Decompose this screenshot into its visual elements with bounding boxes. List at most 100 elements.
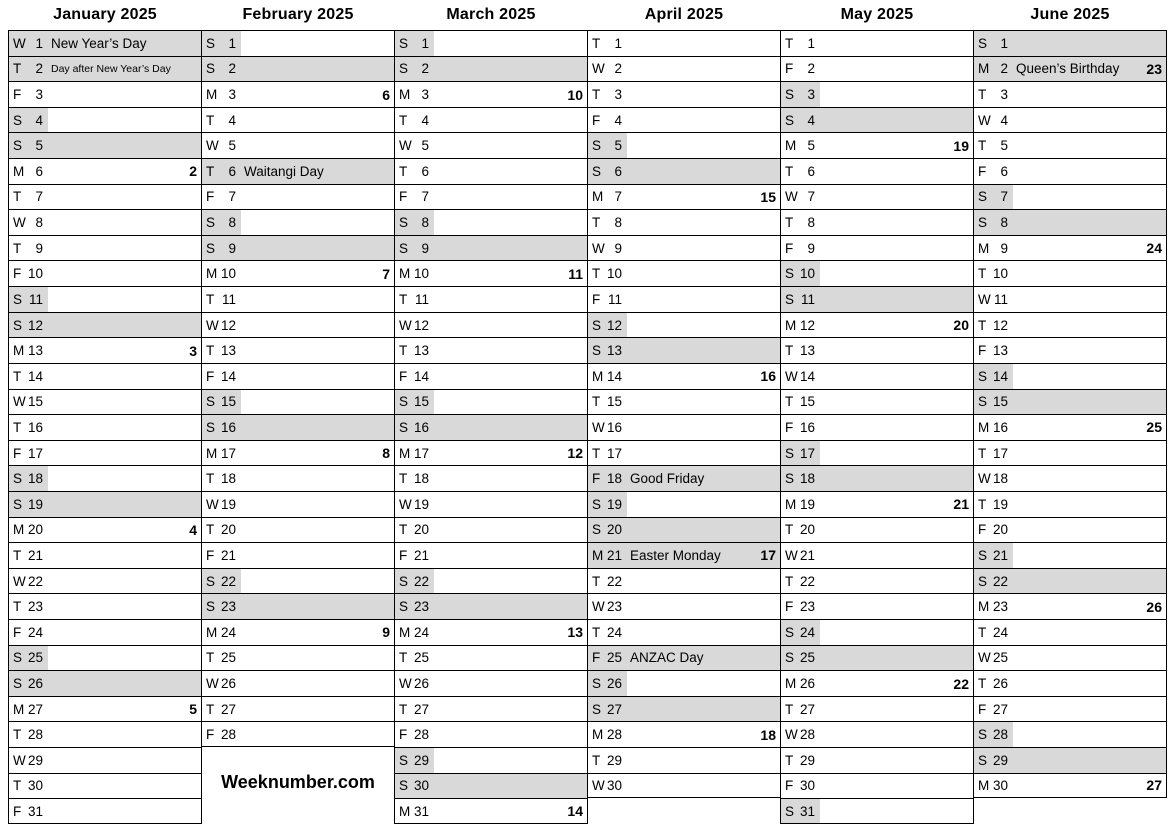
weekday-letter: M	[206, 445, 218, 461]
month-column-january: January 2025 W 1 New Year’s Day T 2 Day after …	[8, 0, 202, 824]
day-row: S 15	[394, 388, 588, 415]
day-number: 15	[606, 394, 622, 410]
weekday-letter: T	[206, 343, 215, 359]
weekday-letter: S	[978, 368, 988, 384]
weekday-letter: F	[13, 266, 22, 282]
day-number: 25	[799, 650, 815, 666]
day-number: 23	[220, 599, 236, 615]
day-number: 11	[28, 291, 43, 307]
day-number: 5	[228, 138, 236, 154]
weekday-letter: M	[785, 138, 797, 154]
day-row: T 19	[973, 490, 1167, 517]
day-row: F 16	[780, 414, 974, 440]
week-number: 15	[760, 188, 776, 205]
day-row: T 26	[973, 670, 1167, 696]
weekday-letter: T	[13, 547, 22, 563]
day-number: 3	[35, 87, 43, 103]
day-number: 23	[27, 599, 43, 615]
day-number: 5	[807, 138, 815, 154]
day-row: F 28	[394, 721, 588, 748]
weekday-letter: S	[206, 599, 216, 615]
weekday-letter: S	[785, 291, 795, 307]
weekday-letter: F	[785, 419, 794, 435]
day-row: F 18 Good Friday	[587, 465, 781, 491]
weekday-letter: S	[206, 419, 216, 435]
weekday-letter: S	[592, 496, 602, 512]
day-number: 4	[614, 112, 622, 128]
weekday-letter: M	[592, 727, 604, 743]
day-row: W 18	[973, 465, 1167, 491]
day-number: 12	[413, 317, 429, 333]
week-number: 7	[382, 265, 390, 282]
weekday-letter: T	[13, 778, 22, 794]
holiday-label: Day after New Year’s Day	[51, 62, 171, 75]
weekday-letter: T	[785, 343, 794, 359]
day-number: 8	[807, 215, 815, 231]
weekday-letter: M	[592, 368, 604, 384]
weekday-letter: T	[785, 163, 794, 179]
day-row: F 24	[8, 619, 202, 645]
weekday-letter: W	[592, 240, 605, 256]
day-row: S 30	[394, 772, 588, 799]
day-row: W 12	[201, 311, 395, 338]
day-number: 9	[807, 240, 815, 256]
week-number: 20	[953, 317, 969, 333]
day-row: S 27	[587, 695, 781, 722]
day-row: W 28	[780, 721, 974, 748]
day-number: 13	[220, 343, 236, 359]
day-number: 29	[992, 752, 1008, 768]
weekday-letter: F	[399, 547, 408, 563]
day-row: M 17 12	[394, 439, 588, 466]
day-number: 22	[799, 573, 815, 589]
week-number: 23	[1146, 60, 1162, 77]
day-number: 28	[220, 726, 236, 742]
weekday-letter: W	[592, 61, 605, 77]
day-number: 29	[606, 752, 622, 768]
day-number: 1	[807, 35, 815, 51]
weekday-letter: W	[399, 317, 412, 333]
day-number: 20	[27, 522, 43, 538]
day-number: 14	[413, 368, 429, 384]
day-number: 12	[799, 317, 815, 333]
day-number: 7	[614, 189, 622, 205]
day-number: 23	[606, 599, 622, 615]
weekday-letter: M	[978, 777, 990, 793]
day-number: 25	[27, 650, 43, 666]
day-number: 7	[35, 189, 43, 205]
day-row: T 13	[780, 337, 974, 363]
day-row: F 14	[394, 362, 588, 389]
weekday-letter: S	[785, 624, 795, 640]
holiday-label: Waitangi Day	[244, 163, 324, 179]
weekday-letter: M	[592, 189, 604, 205]
weekday-letter: S	[13, 112, 23, 128]
weekday-letter: W	[785, 727, 798, 743]
weekday-letter: M	[785, 676, 797, 692]
day-number: 26	[992, 676, 1008, 692]
week-number: 22	[953, 675, 969, 692]
weekday-letter: S	[13, 650, 23, 666]
weekday-letter: T	[399, 471, 408, 487]
day-row: F 21	[394, 542, 588, 568]
day-number: 19	[992, 496, 1008, 512]
day-number: 3	[228, 87, 236, 103]
day-row: F 25 ANZAC Day	[587, 644, 781, 671]
weekday-letter: T	[13, 599, 22, 615]
day-number: 30	[606, 777, 622, 793]
weekday-letter: F	[592, 112, 601, 128]
weekday-letter: F	[399, 727, 408, 743]
weekday-letter: S	[399, 61, 409, 77]
day-number: 22	[606, 573, 622, 589]
week-number: 11	[568, 265, 583, 282]
